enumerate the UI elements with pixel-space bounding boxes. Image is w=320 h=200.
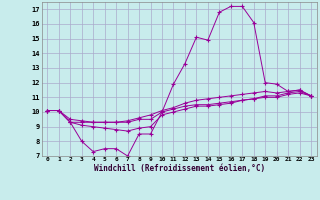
X-axis label: Windchill (Refroidissement éolien,°C): Windchill (Refroidissement éolien,°C) xyxy=(94,164,265,173)
